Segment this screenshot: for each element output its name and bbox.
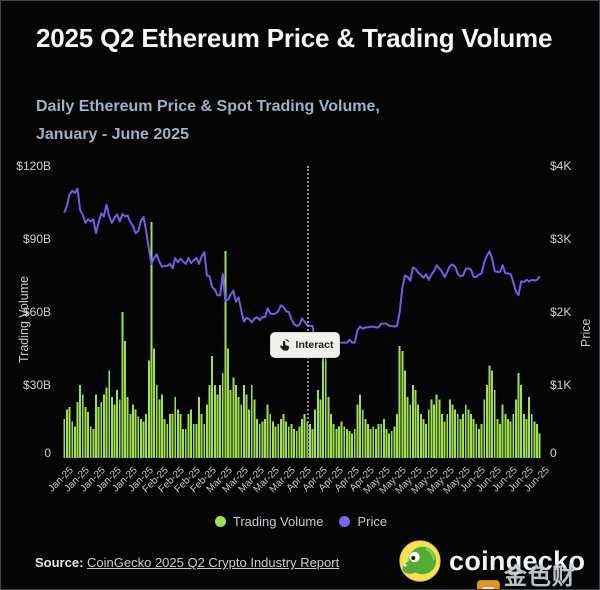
coingecko-wordmark: coingecko — [449, 545, 586, 576]
source-report-link[interactable]: CoinGecko 2025 Q2 Crypto Industry Report — [87, 555, 340, 570]
page-title: 2025 Q2 Ethereum Price & Trading Volume — [36, 23, 553, 53]
legend-swatch-volume — [214, 516, 226, 527]
chart-legend: Trading Volume Price — [1, 514, 599, 529]
left-axis-tick: $60B — [22, 305, 51, 319]
subtitle-line-1: Daily Ethereum Price & Spot Trading Volu… — [36, 98, 380, 115]
left-axis-tick: $30B — [22, 378, 51, 392]
interact-tooltip-label: Interact — [295, 339, 334, 351]
golden-finance-icon — [477, 579, 500, 589]
left-axis-tick: 0 — [44, 446, 51, 460]
volume-bars[interactable] — [63, 221, 541, 458]
right-axis-tick: $4K — [550, 159, 572, 173]
source-label: Source: — [35, 555, 84, 570]
left-axis-title: Trading Volume — [17, 275, 31, 363]
legend-label-price: Price — [357, 514, 388, 529]
legend-item-price: Price — [339, 514, 387, 529]
right-axis-tick: $3K — [550, 232, 572, 246]
coingecko-brand: coingecko — [399, 540, 585, 582]
price-line[interactable] — [63, 187, 541, 352]
left-axis-tick: $120B — [16, 159, 51, 173]
guide-dotted-line — [307, 166, 309, 458]
legend-swatch-price — [339, 516, 351, 527]
right-axis-tick: $2K — [550, 305, 572, 319]
coingecko-gecko-icon — [399, 540, 441, 582]
source-line: Source: CoinGecko 2025 Q2 Crypto Industr… — [35, 555, 339, 570]
legend-item-trading-volume: Trading Volume — [214, 514, 324, 529]
golden-finance-watermark: 金色财经 — [477, 557, 599, 590]
right-axis-tick: 0 — [550, 446, 557, 460]
page-subtitle: Daily Ethereum Price & Spot Trading Volu… — [36, 93, 556, 149]
right-axis-tick: $1K — [550, 378, 572, 392]
left-axis-tick: $90B — [22, 232, 51, 246]
tap-hand-icon — [279, 339, 289, 351]
golden-finance-text: 金色财经 — [503, 564, 576, 590]
interact-tooltip[interactable]: Interact — [270, 332, 340, 358]
legend-label-volume: Trading Volume — [232, 514, 324, 529]
subtitle-line-2: January - June 2025 — [36, 126, 189, 143]
combo-chart-plot[interactable] — [63, 166, 541, 458]
right-axis-title: Price — [579, 318, 593, 347]
